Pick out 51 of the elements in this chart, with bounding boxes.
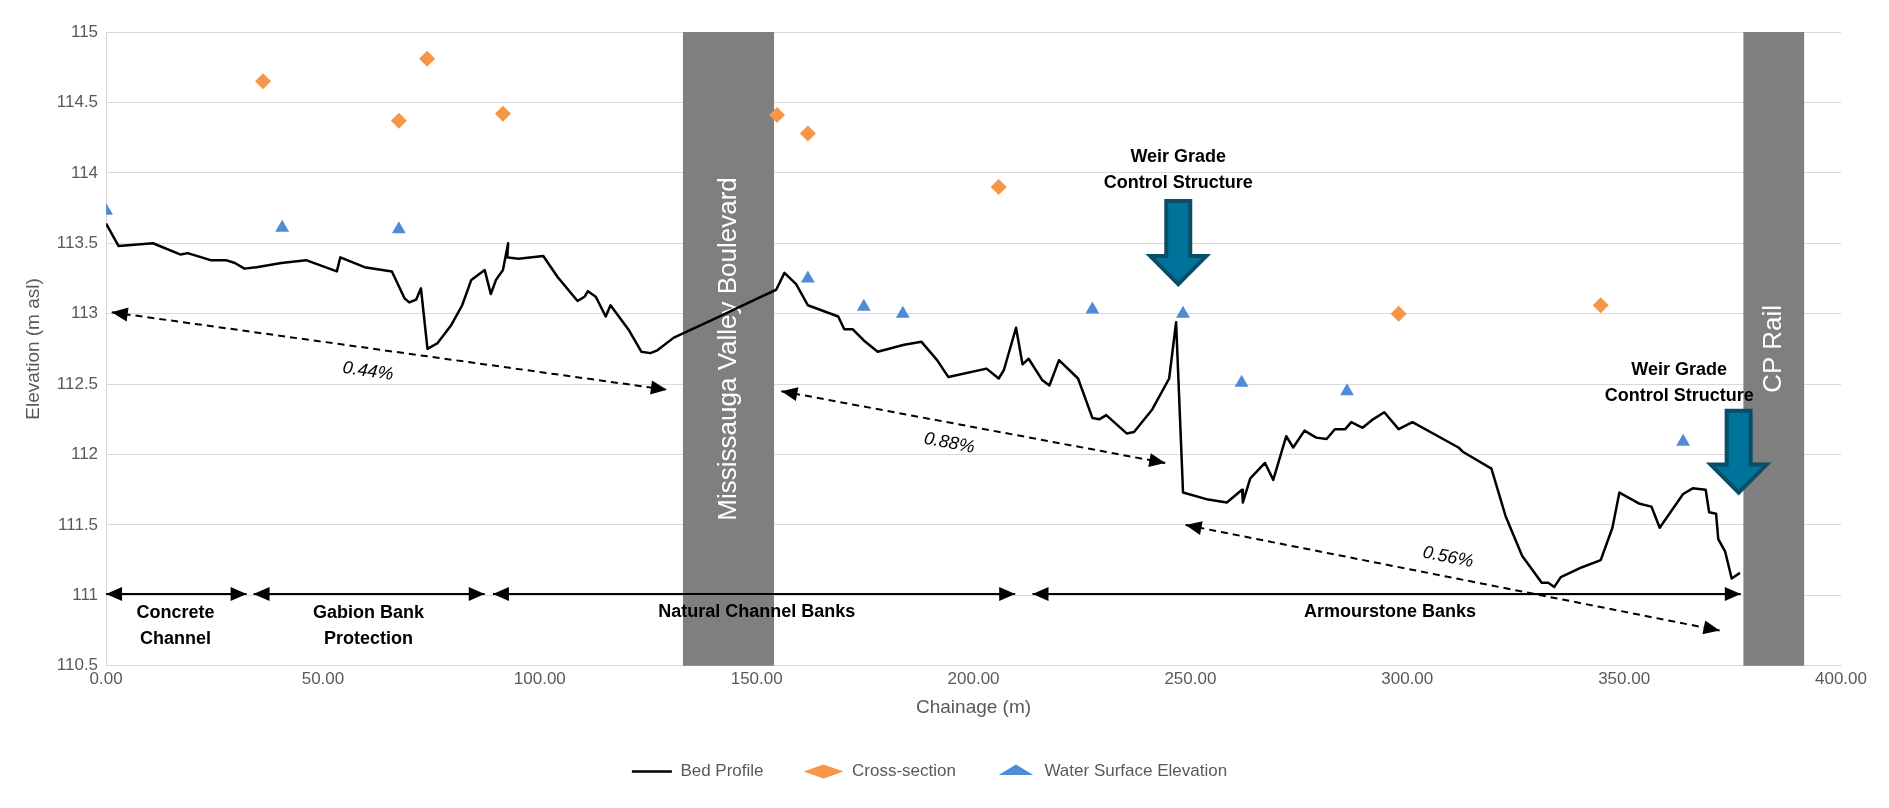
x-tick-label: 400.00 [1815, 668, 1867, 688]
x-tick-label: 50.00 [301, 668, 345, 688]
y-tick-label: 114.5 [56, 92, 99, 112]
x-tick-label: 350.00 [1598, 668, 1651, 688]
point [275, 219, 290, 232]
legend-label: Bed Profile [680, 761, 764, 781]
point [1592, 297, 1609, 314]
y-tick-label: 111 [72, 585, 99, 605]
y-tick-label: 114 [70, 162, 99, 182]
y-tick-label: 111.5 [58, 514, 99, 534]
x-axis-title: Chainage (m) [915, 695, 1032, 717]
point [769, 107, 786, 124]
annotation: 0.88% [922, 427, 977, 457]
annotation: 0.44% [341, 357, 395, 384]
x-tick-label: 100.00 [513, 668, 566, 688]
point [1176, 305, 1190, 318]
legend-label: Cross-section [852, 761, 956, 781]
point [1340, 383, 1354, 396]
band-label: CP Rail [1756, 305, 1787, 393]
annotation: Weir Grade Control Structure [1604, 358, 1754, 405]
x-tick-label: 150.00 [730, 668, 783, 688]
band-label: Mississauga Valley Boulevard [711, 177, 742, 521]
point [494, 105, 511, 122]
x-tick-label: 250.00 [1164, 668, 1217, 688]
point [390, 112, 407, 129]
y-tick-label: 115 [70, 21, 99, 41]
x-tick-label: 300.00 [1381, 668, 1434, 688]
point [990, 178, 1007, 195]
point [1676, 433, 1691, 446]
annotation: Armourstone Banks [1303, 601, 1476, 622]
point [799, 125, 816, 142]
annotation: Concrete Channel [136, 602, 215, 649]
annotation: Weir Grade Control Structure [1103, 146, 1253, 192]
point [1234, 374, 1249, 387]
point [800, 270, 815, 283]
point [895, 305, 910, 318]
point [391, 221, 406, 234]
y-tick-label: 112.5 [56, 373, 99, 393]
annotation: Gabion Bank Protection [312, 602, 425, 649]
y-tick-label: 113 [70, 303, 99, 323]
legend-label: Water Surface Elevation [1044, 761, 1228, 781]
y-tick-label: 112 [70, 444, 99, 464]
point [1390, 305, 1407, 322]
y-axis-title: Elevation (m asl) [21, 278, 43, 420]
point [856, 298, 871, 311]
point [1085, 301, 1100, 314]
point [255, 73, 272, 90]
annotation: 0.56% [1421, 541, 1476, 572]
point [419, 50, 436, 67]
x-tick-label: 200.00 [947, 668, 1000, 688]
y-tick-label: 113.5 [56, 232, 99, 252]
